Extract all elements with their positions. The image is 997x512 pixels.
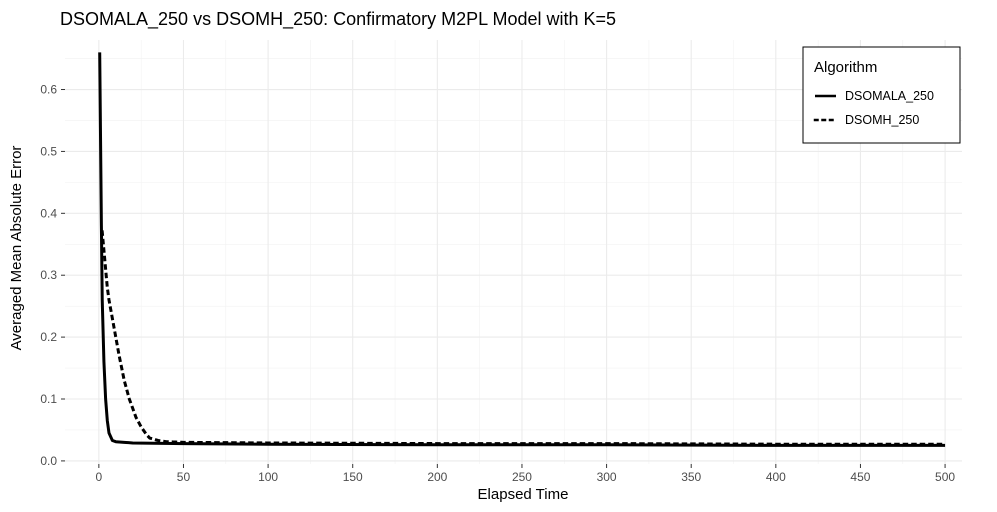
x-tick-label: 100: [258, 470, 278, 484]
y-axis-ticks: 0.0 0.1 0.2 0.3 0.4 0.5 0.6: [40, 83, 65, 468]
x-tick-label: 250: [512, 470, 532, 484]
x-tick-label: 350: [681, 470, 701, 484]
y-tick-label: 0.5: [40, 144, 57, 158]
x-axis-title: Elapsed Time: [478, 486, 569, 503]
chart-title: DSOMALA_250 vs DSOMH_250: Confirmatory M…: [60, 9, 616, 30]
legend-label-dsomh: DSOMH_250: [845, 113, 919, 127]
x-tick-label: 400: [766, 470, 786, 484]
y-tick-label: 0.3: [40, 268, 57, 282]
y-tick-label: 0.6: [40, 83, 57, 97]
y-tick-label: 0.4: [40, 206, 57, 220]
y-tick-label: 0.2: [40, 330, 57, 344]
x-tick-label: 300: [597, 470, 617, 484]
y-tick-label: 0.0: [40, 454, 57, 468]
y-axis-title: Averaged Mean Absolute Error: [8, 146, 25, 351]
legend-label-dsomala: DSOMALA_250: [845, 89, 934, 103]
x-tick-label: 150: [343, 470, 363, 484]
x-axis-ticks: 0 50 100 150 200 250 300 350 400 450 500: [96, 464, 955, 484]
series-lines: [98, 52, 947, 447]
y-tick-label: 0.1: [40, 392, 57, 406]
x-tick-label: 450: [850, 470, 870, 484]
x-tick-label: 200: [427, 470, 447, 484]
x-tick-label: 0: [96, 470, 103, 484]
legend: Algorithm DSOMALA_250 DSOMH_250: [802, 46, 961, 144]
grid: [65, 40, 962, 464]
legend-title: Algorithm: [814, 59, 877, 76]
x-tick-label: 500: [935, 470, 955, 484]
series-line-dsomh-250: [100, 230, 947, 446]
x-tick-label: 50: [177, 470, 191, 484]
